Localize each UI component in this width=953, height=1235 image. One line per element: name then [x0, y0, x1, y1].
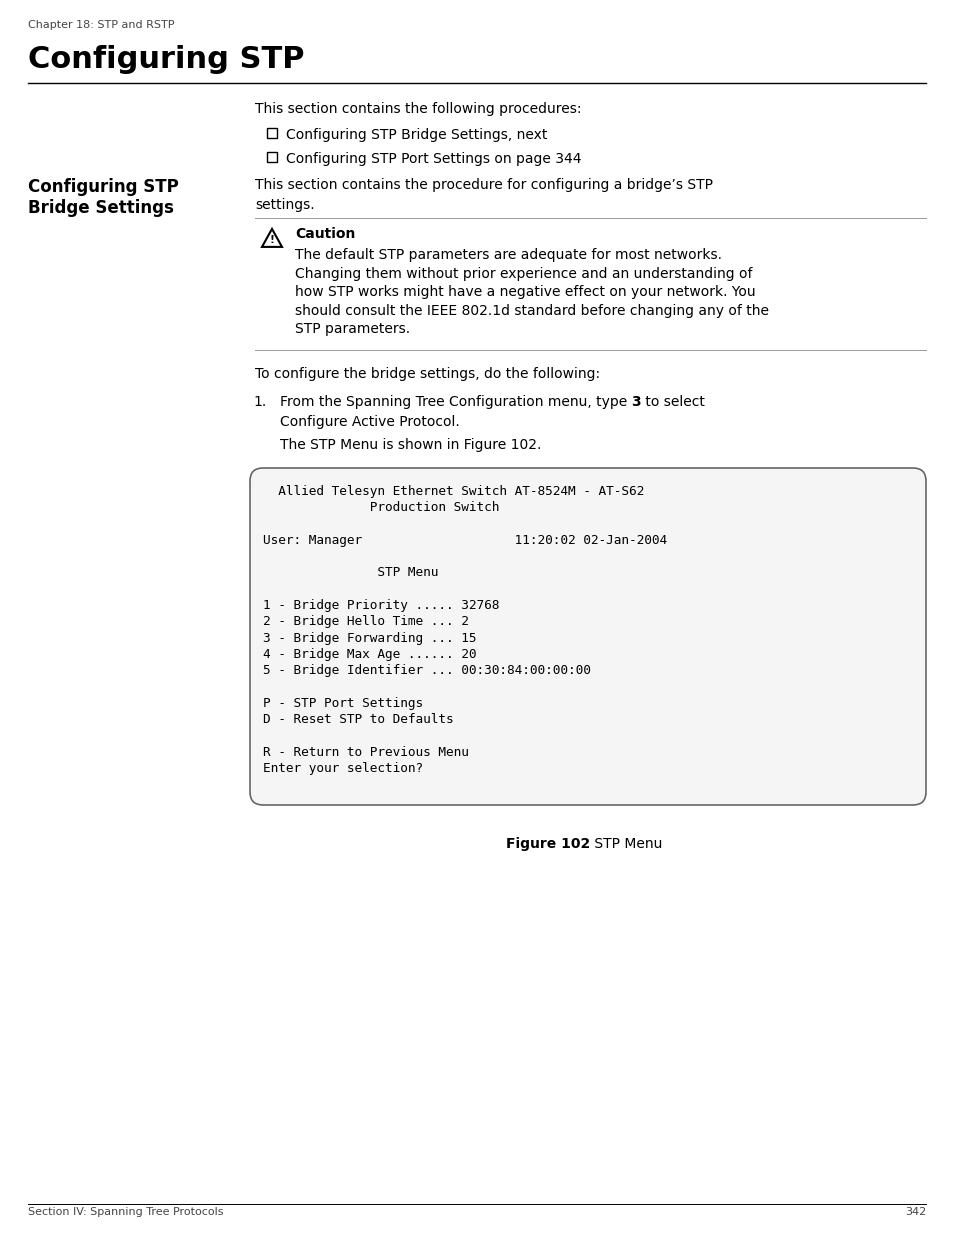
Text: 5 - Bridge Identifier ... 00:30:84:00:00:00: 5 - Bridge Identifier ... 00:30:84:00:00… — [263, 664, 590, 677]
Text: Figure 102: Figure 102 — [506, 837, 590, 851]
Text: STP Menu: STP Menu — [263, 567, 438, 579]
FancyBboxPatch shape — [250, 468, 925, 805]
Text: Allied Telesyn Ethernet Switch AT-8524M - AT-S62: Allied Telesyn Ethernet Switch AT-8524M … — [263, 485, 643, 498]
Text: Changing them without prior experience and an understanding of: Changing them without prior experience a… — [294, 267, 752, 280]
Text: D - Reset STP to Defaults: D - Reset STP to Defaults — [263, 713, 453, 726]
Text: Configuring STP Bridge Settings, next: Configuring STP Bridge Settings, next — [286, 128, 547, 142]
Text: Enter your selection?: Enter your selection? — [263, 762, 423, 776]
Text: 1 - Bridge Priority ..... 32768: 1 - Bridge Priority ..... 32768 — [263, 599, 498, 613]
Text: 1.: 1. — [253, 395, 266, 409]
Text: Chapter 18: STP and RSTP: Chapter 18: STP and RSTP — [28, 20, 174, 30]
Text: From the Spanning Tree Configuration menu, type: From the Spanning Tree Configuration men… — [280, 395, 631, 409]
Text: The STP Menu is shown in Figure 102.: The STP Menu is shown in Figure 102. — [280, 438, 540, 452]
Text: This section contains the procedure for configuring a bridge’s STP: This section contains the procedure for … — [254, 178, 712, 191]
Text: Bridge Settings: Bridge Settings — [28, 199, 173, 217]
Text: how STP works might have a negative effect on your network. You: how STP works might have a negative effe… — [294, 285, 755, 299]
Text: This section contains the following procedures:: This section contains the following proc… — [254, 103, 581, 116]
Text: Caution: Caution — [294, 227, 355, 241]
Text: 3 - Bridge Forwarding ... 15: 3 - Bridge Forwarding ... 15 — [263, 631, 476, 645]
FancyBboxPatch shape — [267, 128, 276, 138]
Text: to select: to select — [640, 395, 704, 409]
Text: Configuring STP: Configuring STP — [28, 44, 304, 74]
Text: STP Menu: STP Menu — [590, 837, 662, 851]
Text: 3: 3 — [631, 395, 640, 409]
Text: Configure Active Protocol.: Configure Active Protocol. — [280, 415, 459, 429]
Text: The default STP parameters are adequate for most networks.: The default STP parameters are adequate … — [294, 248, 721, 262]
Text: STP parameters.: STP parameters. — [294, 322, 410, 336]
Text: settings.: settings. — [254, 198, 314, 212]
Text: R - Return to Previous Menu: R - Return to Previous Menu — [263, 746, 468, 758]
Text: 4 - Bridge Max Age ...... 20: 4 - Bridge Max Age ...... 20 — [263, 648, 476, 661]
Text: Configuring STP: Configuring STP — [28, 178, 178, 196]
Text: User: Manager                    11:20:02 02-Jan-2004: User: Manager 11:20:02 02-Jan-2004 — [263, 534, 666, 547]
FancyBboxPatch shape — [267, 152, 276, 162]
Text: Configuring STP Port Settings on page 344: Configuring STP Port Settings on page 34… — [286, 152, 581, 165]
Text: 342: 342 — [903, 1207, 925, 1216]
Text: should consult the IEEE 802.1d standard before changing any of the: should consult the IEEE 802.1d standard … — [294, 304, 768, 317]
Text: P - STP Port Settings: P - STP Port Settings — [263, 697, 423, 710]
Text: Production Switch: Production Switch — [263, 501, 498, 514]
Text: 2 - Bridge Hello Time ... 2: 2 - Bridge Hello Time ... 2 — [263, 615, 468, 629]
Text: Section IV: Spanning Tree Protocols: Section IV: Spanning Tree Protocols — [28, 1207, 223, 1216]
Text: !: ! — [270, 235, 274, 245]
Text: To configure the bridge settings, do the following:: To configure the bridge settings, do the… — [254, 367, 599, 382]
